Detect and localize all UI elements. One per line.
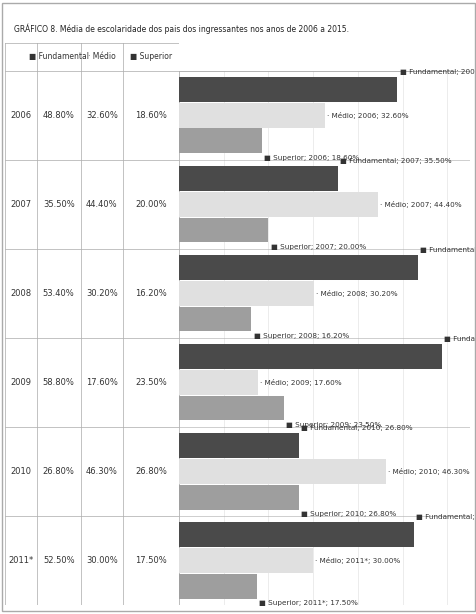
Bar — [178, 128, 262, 154]
Text: 26.80%: 26.80% — [43, 467, 75, 476]
Text: 30.20%: 30.20% — [86, 289, 118, 298]
Bar — [178, 522, 413, 547]
Bar — [178, 281, 313, 306]
Text: ■ Superior; 2007; 20.00%: ■ Superior; 2007; 20.00% — [270, 244, 365, 251]
Text: 2010: 2010 — [10, 467, 31, 476]
Text: · Médio; 2009; 17.60%: · Médio; 2009; 17.60% — [259, 379, 341, 386]
Text: 2006: 2006 — [10, 111, 31, 120]
Text: 18.60%: 18.60% — [135, 111, 167, 120]
Bar — [178, 344, 441, 369]
Bar — [178, 395, 284, 421]
Bar — [178, 573, 257, 599]
Text: 32.60%: 32.60% — [86, 111, 118, 120]
Bar — [178, 77, 397, 102]
Text: 20.00%: 20.00% — [135, 200, 167, 209]
Bar — [178, 166, 337, 191]
Text: ■ Fundamental: ■ Fundamental — [29, 52, 89, 61]
Bar — [178, 433, 298, 458]
Text: ■ Superior; 2011*; 17.50%: ■ Superior; 2011*; 17.50% — [259, 600, 357, 607]
Text: · Médio; 2010; 46.30%: · Médio; 2010; 46.30% — [387, 468, 469, 475]
Text: 53.40%: 53.40% — [43, 289, 74, 298]
Text: 44.40%: 44.40% — [86, 200, 118, 209]
Bar — [178, 255, 417, 280]
Text: ■ Fundamental; 2006; 48.80%: ■ Fundamental; 2006; 48.80% — [399, 69, 476, 75]
Text: ■ Superior: ■ Superior — [129, 52, 172, 61]
Bar — [178, 484, 298, 510]
Bar — [178, 548, 313, 573]
Text: · Médio; 2006; 32.60%: · Médio; 2006; 32.60% — [327, 112, 408, 119]
Text: 17.50%: 17.50% — [135, 556, 167, 565]
Bar — [178, 370, 257, 395]
Bar — [178, 103, 324, 128]
Text: ■ Superior; 2010; 26.80%: ■ Superior; 2010; 26.80% — [300, 511, 396, 518]
Text: 52.50%: 52.50% — [43, 556, 74, 565]
Text: 26.80%: 26.80% — [135, 467, 167, 476]
Text: 2008: 2008 — [10, 289, 31, 298]
Text: 17.60%: 17.60% — [86, 378, 118, 387]
Text: 2011*: 2011* — [8, 556, 33, 565]
Text: ■ Fundamental; 2011*; 52.50%: ■ Fundamental; 2011*; 52.50% — [415, 514, 476, 520]
Text: 2007: 2007 — [10, 200, 31, 209]
Text: 46.30%: 46.30% — [86, 467, 118, 476]
Text: 23.50%: 23.50% — [135, 378, 167, 387]
Bar — [178, 306, 251, 332]
Text: · Médio; 2011*; 30.00%: · Médio; 2011*; 30.00% — [315, 557, 400, 564]
Text: · Médio: · Médio — [88, 52, 116, 61]
Text: · Médio; 2008; 30.20%: · Médio; 2008; 30.20% — [316, 290, 397, 297]
Text: 35.50%: 35.50% — [43, 200, 74, 209]
Text: 58.80%: 58.80% — [43, 378, 75, 387]
Text: ■ Fundamental; 2007; 35.50%: ■ Fundamental; 2007; 35.50% — [339, 158, 451, 164]
Text: GRÁFICO 8. Média de escolaridade dos pais dos ingressantes nos anos de 2006 a 20: GRÁFICO 8. Média de escolaridade dos pai… — [14, 24, 348, 34]
Bar — [178, 217, 268, 243]
Text: ■ Fundamental; 2009; 58.80%: ■ Fundamental; 2009; 58.80% — [444, 336, 476, 342]
Text: 2009: 2009 — [10, 378, 31, 387]
Text: 16.20%: 16.20% — [135, 289, 167, 298]
Bar — [178, 192, 377, 217]
Text: ■ Superior; 2009; 23.50%: ■ Superior; 2009; 23.50% — [286, 422, 381, 429]
Bar — [178, 459, 386, 484]
Text: ■ Fundamental; 2008; 53.40%: ■ Fundamental; 2008; 53.40% — [419, 247, 476, 253]
Text: ■ Superior; 2008; 16.20%: ■ Superior; 2008; 16.20% — [253, 333, 348, 340]
Text: · Médio; 2007; 44.40%: · Médio; 2007; 44.40% — [379, 201, 460, 208]
Text: ■ Superior; 2006; 18.60%: ■ Superior; 2006; 18.60% — [264, 155, 359, 161]
Text: 30.00%: 30.00% — [86, 556, 118, 565]
Text: ■ Fundamental; 2010; 26.80%: ■ Fundamental; 2010; 26.80% — [300, 425, 412, 431]
Text: 48.80%: 48.80% — [43, 111, 75, 120]
